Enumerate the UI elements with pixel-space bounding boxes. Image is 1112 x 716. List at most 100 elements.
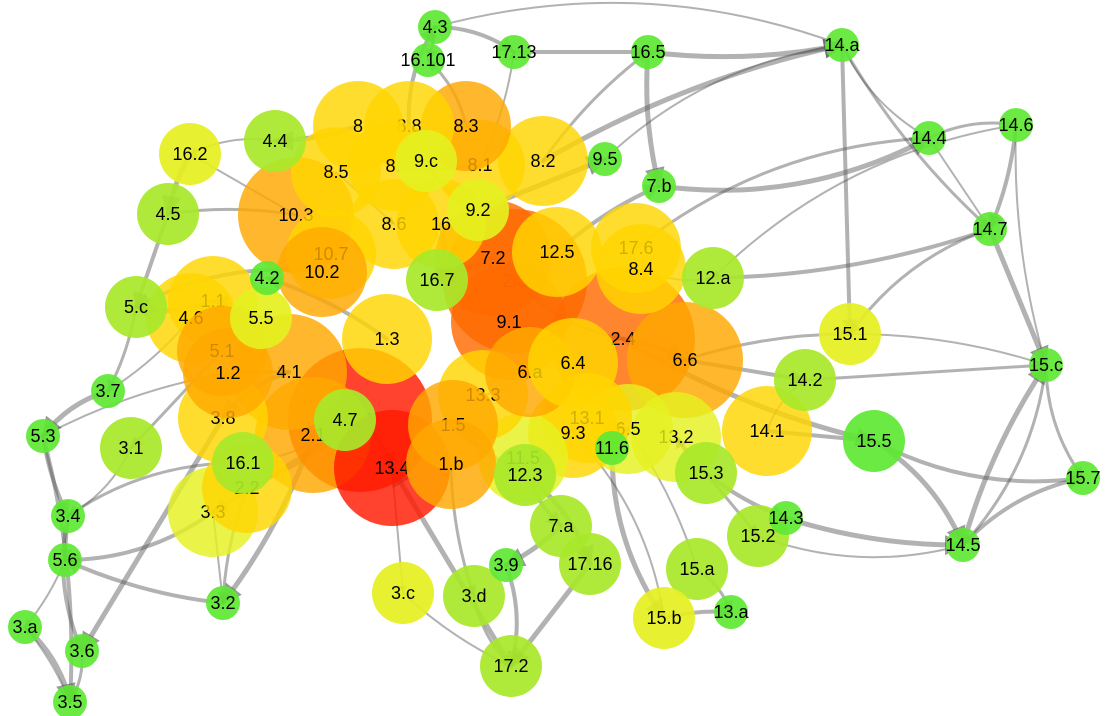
node-5-5[interactable]: 5.5: [230, 287, 292, 349]
node-circle: [912, 121, 946, 155]
node-layer: 1.42.32.410.34.12.113.47.29.16.63.32.23.…: [8, 10, 1101, 716]
node-label: 6.4: [560, 353, 585, 373]
node-circle: [528, 318, 618, 408]
node-4-7[interactable]: 4.7: [314, 389, 376, 451]
node-circle: [946, 528, 980, 562]
node-12-3[interactable]: 12.3: [494, 444, 556, 506]
node-3-9[interactable]: 3.9: [489, 548, 523, 582]
node-label: 17.13: [491, 42, 536, 62]
node-8-4[interactable]: 8.4: [596, 224, 686, 314]
node-label: 8.2: [530, 151, 555, 171]
node-label: 14.a: [824, 35, 860, 55]
node-16-1[interactable]: 16.1: [212, 432, 274, 494]
node-label: 3.c: [391, 583, 415, 603]
node-15-b[interactable]: 15.b: [633, 587, 695, 649]
node-label: 7.b: [646, 176, 671, 196]
node-label: 4.4: [262, 131, 287, 151]
node-circle: [682, 247, 744, 309]
node-3-a[interactable]: 3.a: [8, 610, 42, 644]
node-3-4[interactable]: 3.4: [51, 499, 85, 533]
node-3-5[interactable]: 3.5: [53, 685, 87, 716]
node-10-2[interactable]: 10.2: [277, 227, 367, 317]
node-15-5[interactable]: 15.5: [843, 410, 905, 472]
node-14-1[interactable]: 14.1: [722, 386, 812, 476]
node-14-6[interactable]: 14.6: [998, 108, 1034, 142]
node-4-4[interactable]: 4.4: [244, 110, 306, 172]
node-circle: [137, 183, 199, 245]
node-9-2[interactable]: 9.2: [447, 179, 509, 241]
node-11-6[interactable]: 11.6: [595, 431, 629, 465]
node-label: 12.5: [539, 242, 574, 262]
node-label: 8: [353, 116, 363, 136]
node-label: 9.2: [465, 200, 490, 220]
node-label: 9.5: [592, 149, 617, 169]
edge-14.2-15.c: [803, 359, 1048, 382]
node-3-2[interactable]: 3.2: [206, 586, 240, 620]
node-4-2[interactable]: 4.2: [250, 261, 284, 295]
node-label: 14.5: [945, 535, 980, 555]
node-17-2[interactable]: 17.2: [480, 635, 542, 697]
node-label: 9.3: [560, 423, 585, 443]
edge-8.2-14.a: [540, 39, 845, 164]
node-3-1[interactable]: 3.1: [100, 417, 162, 479]
node-label: 17.2: [493, 656, 528, 676]
node-9-5[interactable]: 9.5: [588, 142, 622, 176]
node-label: 3.a: [12, 617, 38, 637]
node-label: 14.6: [998, 115, 1033, 135]
node-label: 3.6: [69, 641, 94, 661]
node-label: 4.3: [422, 17, 447, 37]
node-16-2[interactable]: 16.2: [159, 123, 221, 185]
node-5-c[interactable]: 5.c: [105, 276, 167, 338]
node-15-3[interactable]: 15.3: [675, 442, 737, 504]
node-15-c[interactable]: 15.c: [1029, 348, 1063, 382]
node-circle: [250, 261, 284, 295]
node-15-a[interactable]: 15.a: [666, 538, 728, 600]
node-label: 15.c: [1029, 355, 1063, 375]
node-3-d[interactable]: 3.d: [443, 565, 505, 627]
node-16-101[interactable]: 16.101: [400, 43, 456, 77]
node-16-5[interactable]: 16.5: [630, 35, 666, 69]
node-3-c[interactable]: 3.c: [372, 562, 434, 624]
node-label: 15.3: [688, 463, 723, 483]
node-9-c[interactable]: 9.c: [395, 130, 457, 192]
node-14-3[interactable]: 14.3: [768, 501, 804, 535]
node-label: 7.a: [548, 516, 574, 536]
node-circle: [159, 123, 221, 185]
node-label: 5.c: [124, 297, 148, 317]
node-5-6[interactable]: 5.6: [48, 543, 82, 577]
node-12-a[interactable]: 12.a: [682, 247, 744, 309]
node-6-4[interactable]: 6.4: [528, 318, 618, 408]
node-6-6[interactable]: 6.6: [627, 302, 743, 418]
node-circle: [722, 386, 812, 476]
edge-4.3-14.a: [434, 1, 843, 47]
node-3-6[interactable]: 3.6: [65, 634, 99, 668]
node-15-7[interactable]: 15.7: [1065, 461, 1101, 495]
node-1-2[interactable]: 1.2: [183, 328, 273, 418]
node-17-13[interactable]: 17.13: [491, 35, 537, 69]
node-circle: [406, 249, 468, 311]
node-14-4[interactable]: 14.4: [911, 121, 947, 155]
node-label: 11.6: [595, 438, 629, 458]
node-13-a[interactable]: 13.a: [713, 595, 749, 629]
node-7-a[interactable]: 7.a: [530, 495, 592, 557]
node-16-7[interactable]: 16.7: [406, 249, 468, 311]
node-15-1[interactable]: 15.1: [819, 303, 881, 365]
node-14-5[interactable]: 14.5: [945, 528, 981, 562]
node-7-b[interactable]: 7.b: [642, 169, 676, 203]
node-label: 1.b: [438, 454, 463, 474]
node-circle: [494, 444, 556, 506]
node-label: 8.3: [453, 116, 478, 136]
node-4-5[interactable]: 4.5: [137, 183, 199, 245]
node-1-b[interactable]: 1.b: [406, 419, 496, 509]
node-4-3[interactable]: 4.3: [418, 10, 452, 44]
node-12-5[interactable]: 12.5: [512, 207, 602, 297]
node-circle: [1066, 461, 1100, 495]
node-14-a[interactable]: 14.a: [824, 28, 860, 62]
node-circle: [372, 562, 434, 624]
node-1-3[interactable]: 1.3: [342, 294, 432, 384]
node-5-3[interactable]: 5.3: [26, 419, 60, 453]
edge-17.6-14.4: [634, 132, 931, 250]
node-14-2[interactable]: 14.2: [774, 349, 836, 411]
node-3-7[interactable]: 3.7: [91, 374, 125, 408]
node-14-7[interactable]: 14.7: [972, 212, 1008, 246]
